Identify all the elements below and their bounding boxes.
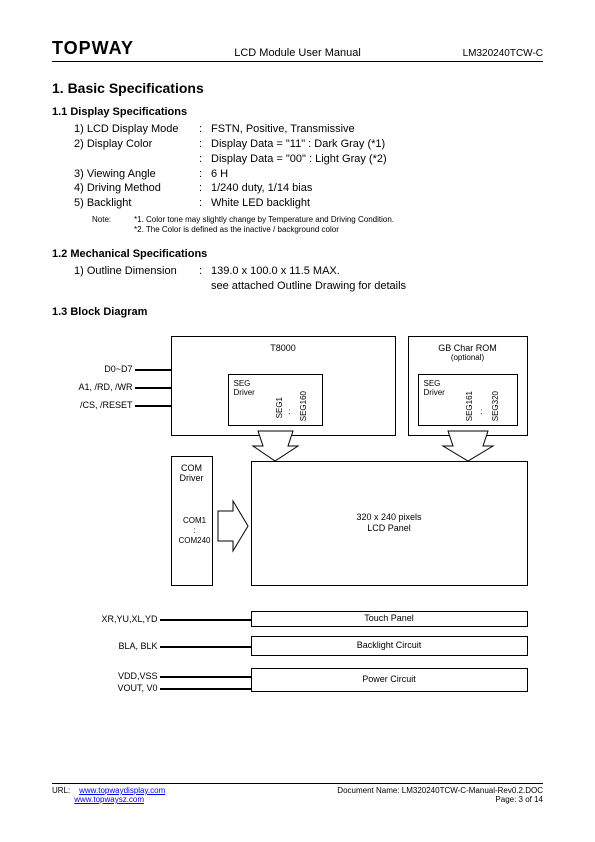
footer-right: Document Name: LM320240TCW-C-Manual-Rev0… [298, 786, 544, 804]
block-diagram-title: 1.3 Block Diagram [52, 306, 543, 318]
arrow-icon [213, 491, 253, 561]
note-label: Note: [92, 215, 134, 236]
signal-d0d7: D0~D7 [63, 364, 133, 374]
mech-spec-title: 1.2 Mechanical Specifications [52, 248, 543, 260]
block-diagram: D0~D7 A1, /RD, /WR /CS, /RESET T8000 SEG… [63, 336, 533, 716]
gbrom-label: GB Char ROM [438, 343, 497, 354]
spec-label: 2) Display Color [74, 137, 199, 152]
seg320-label: SEG320 [491, 391, 501, 421]
seg-driver-2-box: SEG Driver SEG161 : SEG320 [418, 374, 518, 426]
com-dots: : [175, 526, 215, 535]
spec-label: 1) Outline Dimension [74, 264, 199, 279]
spec-label [74, 279, 199, 294]
spec-row: 1) Outline Dimension : 139.0 x 100.0 x 1… [52, 264, 543, 279]
note-row: Note: *1. Color tone may slightly change… [52, 215, 543, 236]
connector-line [160, 646, 251, 648]
url-label: URL: [52, 786, 70, 795]
mech-spec-section: 1.2 Mechanical Specifications 1) Outline… [52, 248, 543, 294]
footer-left: URL: www.topwaydisplay.com www.topwaysz.… [52, 786, 298, 804]
spec-row: : Display Data = "00" : Light Gray (*2) [52, 152, 543, 167]
display-spec-title: 1.1 Display Specifications [52, 106, 543, 118]
spec-sep: : [199, 137, 211, 152]
spec-row: see attached Outline Drawing for details [52, 279, 543, 294]
touch-panel-box: Touch Panel [251, 611, 528, 627]
url-link-1[interactable]: www.topwaydisplay.com [79, 786, 165, 795]
arrow-icon [228, 426, 323, 466]
seg161-label: SEG161 [465, 391, 475, 421]
url-link-2[interactable]: www.topwaysz.com [74, 795, 144, 804]
spec-sep: : [199, 152, 211, 167]
spec-sep: : [199, 196, 211, 211]
spec-value: 6 H [211, 167, 543, 182]
spec-row: 5) Backlight : White LED backlight [52, 196, 543, 211]
note1: *1. Color tone may slightly change by Te… [134, 215, 394, 225]
seg-dots: : [289, 407, 291, 417]
page-footer: URL: www.topwaydisplay.com www.topwaysz.… [52, 783, 543, 804]
header-title: LCD Module User Manual [162, 47, 433, 59]
seg160-label: SEG160 [299, 391, 309, 421]
signal-xr: XR,YU,XL,YD [63, 614, 158, 624]
spec-sep: : [199, 167, 211, 182]
spec-value: see attached Outline Drawing for details [211, 279, 543, 294]
seg1-label: SEG1 [275, 397, 285, 418]
spec-sep: : [199, 181, 211, 196]
doc-name: Document Name: LM320240TCW-C-Manual-Rev0… [337, 786, 543, 795]
backlight-box: Backlight Circuit [251, 636, 528, 656]
signal-vdd: VDD,VSS [63, 671, 158, 681]
seg-driver-1-box: SEG Driver SEG1 : SEG160 [228, 374, 323, 426]
spec-label: 1) LCD Display Mode [74, 122, 199, 137]
spec-value: 1/240 duty, 1/14 bias [211, 181, 543, 196]
power-box: Power Circuit [251, 668, 528, 692]
connector-line [135, 405, 171, 407]
signal-vout: VOUT, V0 [63, 683, 158, 693]
page-header: TOPWAY LCD Module User Manual LM320240TC… [52, 38, 543, 62]
connector-line [160, 619, 251, 621]
note-text: *1. Color tone may slightly change by Te… [134, 215, 394, 236]
arrow-icon [418, 426, 518, 466]
spec-label [74, 152, 199, 167]
spec-label: 4) Driving Method [74, 181, 199, 196]
page-number: Page: 3 of 14 [495, 795, 543, 804]
lcd-panel-box: 320 x 240 pixels LCD Panel [251, 461, 528, 586]
com1-label: COM1 [175, 516, 215, 525]
display-spec-section: 1.1 Display Specifications 1) LCD Displa… [52, 106, 543, 236]
section-title: 1. Basic Specifications [52, 80, 543, 96]
spec-value: 139.0 x 100.0 x 11.5 MAX. [211, 264, 543, 279]
block-diagram-section: 1.3 Block Diagram D0~D7 A1, /RD, /WR /CS… [52, 306, 543, 716]
logo: TOPWAY [52, 38, 162, 59]
com240-label: COM240 [175, 536, 215, 545]
connector-line [160, 676, 251, 678]
signal-a1rdwr: A1, /RD, /WR [63, 382, 133, 392]
seg-driver-label-2: SEG Driver [424, 379, 445, 398]
header-model: LM320240TCW-C [433, 48, 543, 59]
spec-value: Display Data = "11" : Dark Gray (*1) [211, 137, 543, 152]
gbrom-sub: (optional) [451, 353, 484, 363]
signal-csreset: /CS, /RESET [63, 400, 133, 410]
spec-sep: : [199, 122, 211, 137]
connector-line [135, 369, 171, 371]
spec-label: 5) Backlight [74, 196, 199, 211]
spec-value: FSTN, Positive, Transmissive [211, 122, 543, 137]
note2: *2. The Color is defined as the inactive… [134, 225, 394, 235]
spec-sep [199, 279, 211, 294]
connector-line [160, 688, 251, 690]
spec-label: 3) Viewing Angle [74, 167, 199, 182]
seg-dots-2: : [481, 407, 483, 417]
seg-driver-label: SEG Driver [234, 379, 255, 398]
signal-bla: BLA, BLK [63, 641, 158, 651]
connector-line [135, 387, 171, 389]
spec-value: White LED backlight [211, 196, 543, 211]
spec-row: 3) Viewing Angle : 6 H [52, 167, 543, 182]
t8000-label: T8000 [172, 337, 395, 354]
spec-row: 4) Driving Method : 1/240 duty, 1/14 bia… [52, 181, 543, 196]
spec-sep: : [199, 264, 211, 279]
spec-value: Display Data = "00" : Light Gray (*2) [211, 152, 543, 167]
spec-row: 1) LCD Display Mode : FSTN, Positive, Tr… [52, 122, 543, 137]
spec-row: 2) Display Color : Display Data = "11" :… [52, 137, 543, 152]
